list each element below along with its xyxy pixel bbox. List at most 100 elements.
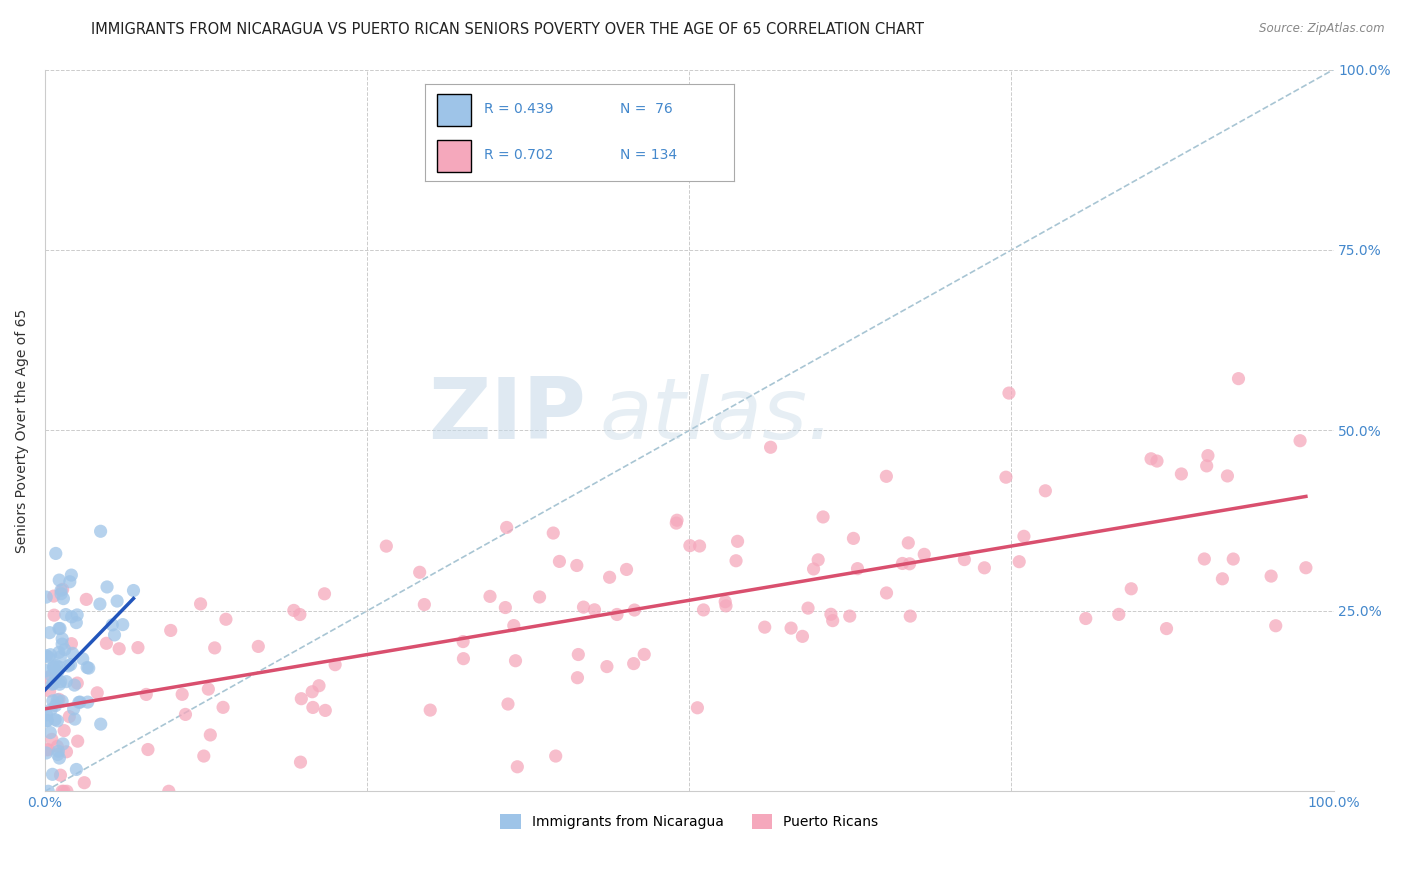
Point [898,609,921,624]
Point [792,629,814,643]
Point [55,674,77,689]
Point [689,539,711,553]
Point [876,586,898,600]
Point [41,767,63,781]
Point [37,742,59,756]
Point [898,557,921,571]
Point [67,695,90,709]
Point [973,561,995,575]
Point [172,687,194,701]
Point [692,603,714,617]
Point [725,554,748,568]
Point [541,526,564,541]
Point [623,657,645,671]
Point [108,641,131,656]
Point [39,668,62,682]
Point [496,697,519,711]
Point [101,617,124,632]
Point [212,700,235,714]
Point [65,615,87,630]
Point [302,700,325,714]
Point [65,763,87,777]
Point [48,573,70,587]
Point [780,621,803,635]
Point [46,739,69,754]
Point [52,737,75,751]
Point [49,660,72,674]
Point [323,657,346,672]
Point [494,600,516,615]
Point [453,651,475,665]
Point [60,637,83,651]
Point [953,552,976,566]
Point [197,682,219,697]
Point [565,558,588,573]
Point [52,591,75,606]
Point [76,660,98,674]
Point [49,587,72,601]
Point [842,532,865,546]
Point [111,617,134,632]
Point [1194,552,1216,566]
Point [62,702,84,716]
Point [52,582,75,597]
Point [77,661,100,675]
Point [69,695,91,709]
Point [1035,483,1057,498]
Point [408,566,430,580]
Point [875,469,897,483]
Point [135,688,157,702]
Point [1156,622,1178,636]
Point [193,749,215,764]
Point [1140,451,1163,466]
Point [49,768,72,782]
Point [60,568,83,582]
Point [1012,529,1035,543]
Point [42,660,65,674]
Point [308,679,330,693]
Point [59,657,82,672]
Point [66,734,89,748]
Point [37,671,59,685]
Point [44,608,66,623]
Point [811,510,834,524]
Point [157,784,180,798]
Point [38,684,60,698]
Point [1108,607,1130,622]
Point [41,677,63,691]
Point [686,700,709,714]
Point [1222,552,1244,566]
Point [58,659,80,673]
Point [529,590,551,604]
Point [45,658,67,673]
Point [754,620,776,634]
Point [419,703,441,717]
Point [1289,434,1312,448]
Point [127,640,149,655]
Point [159,624,181,638]
Point [623,603,645,617]
Point [998,386,1021,401]
Point [35,664,58,678]
Legend: Immigrants from Nicaragua, Puerto Ricans: Immigrants from Nicaragua, Puerto Ricans [495,809,884,835]
Point [63,678,86,692]
Point [39,648,62,662]
Point [727,534,749,549]
Point [35,707,58,722]
Point [820,607,842,622]
Point [48,744,70,758]
Point [1227,371,1250,385]
Point [897,536,920,550]
Point [56,784,79,798]
Point [96,580,118,594]
Point [1121,582,1143,596]
Point [39,725,62,739]
Point [48,677,70,691]
Point [55,745,77,759]
Point [35,590,58,604]
Point [190,597,212,611]
Point [714,595,737,609]
Point [72,652,94,666]
Point [1074,611,1097,625]
Point [48,751,70,765]
